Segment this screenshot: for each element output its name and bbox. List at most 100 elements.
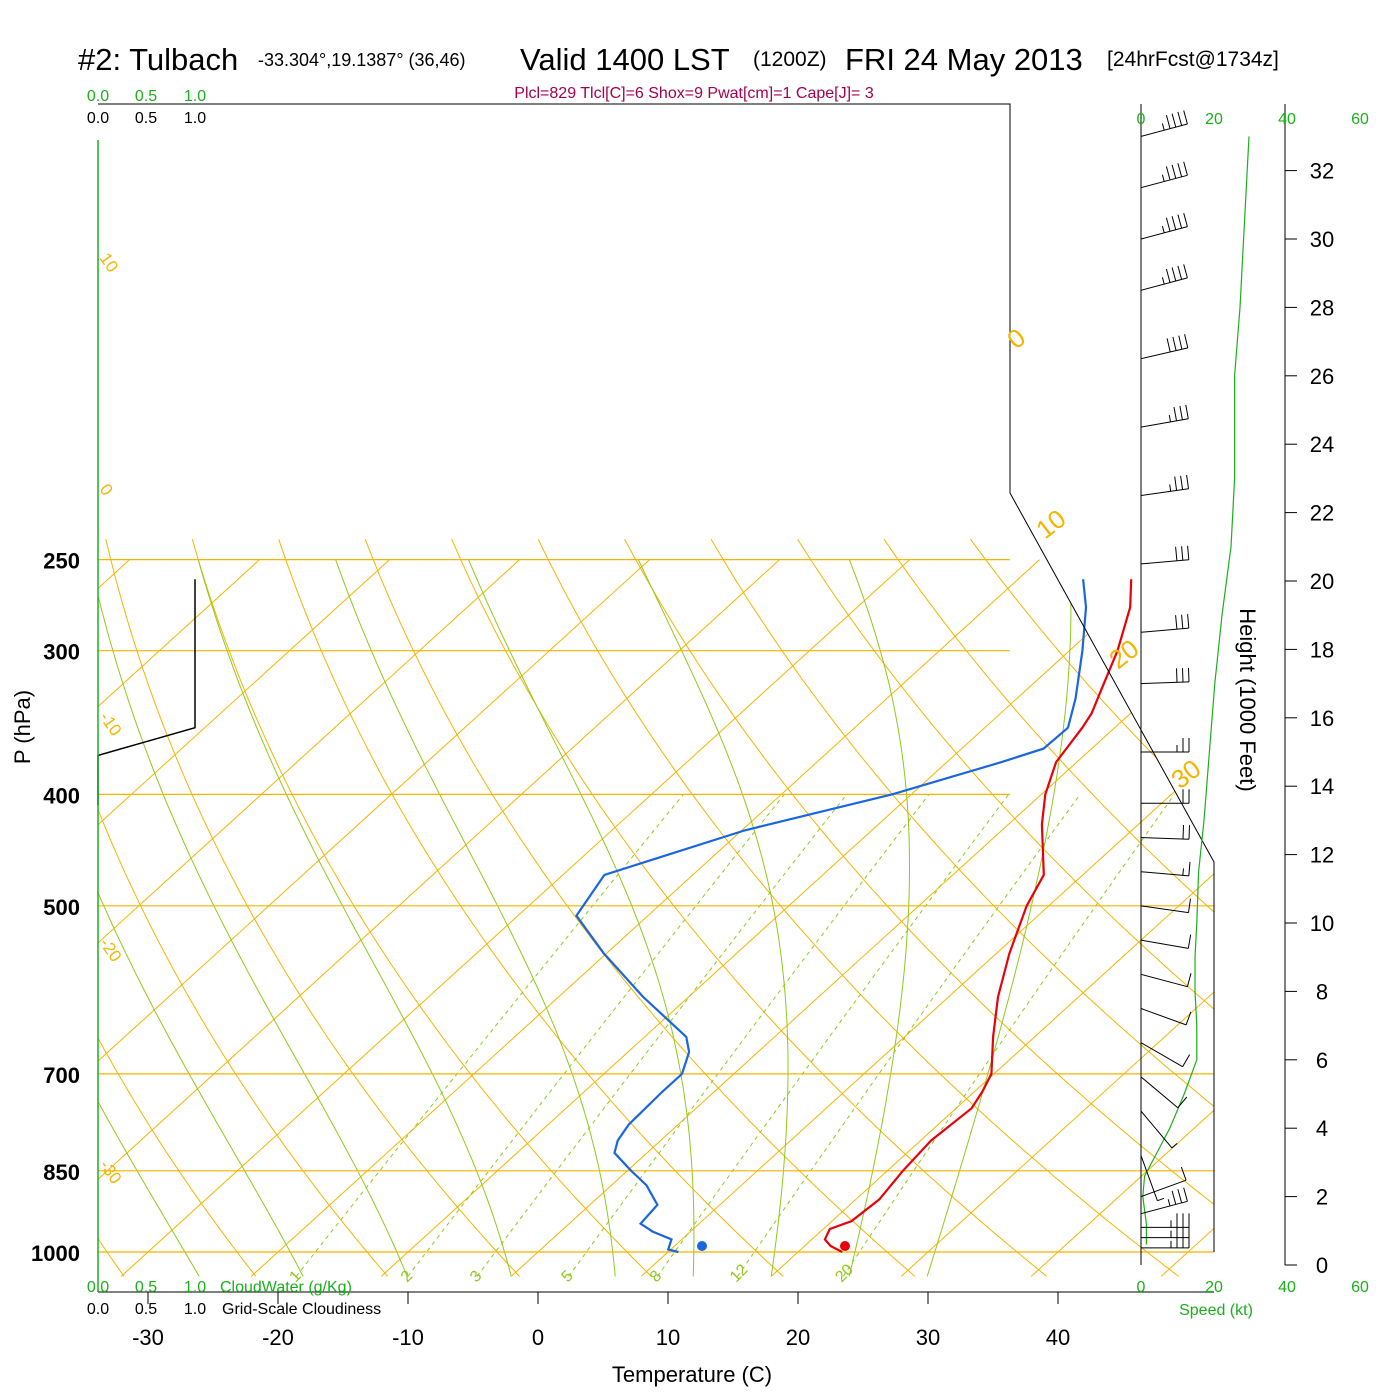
moist-adiabat	[468, 559, 695, 1277]
wind-tick-top: 20	[1205, 111, 1223, 128]
thermo-grid	[98, 538, 1214, 1277]
height-tick-label: 22	[1310, 501, 1334, 526]
wind-barb-flag	[1176, 668, 1178, 683]
wind-barb-flag	[1179, 405, 1183, 420]
height-tick-label: 6	[1316, 1048, 1328, 1073]
wind-barb-flag	[1183, 1187, 1188, 1202]
temperature-line	[823, 579, 1133, 1253]
cloudwater-label: CloudWater (g/Kg)	[220, 1279, 352, 1296]
p-tick-label: 700	[43, 1063, 80, 1088]
dry-adiabat	[624, 538, 1214, 1277]
isotherm-label: 0	[1001, 322, 1031, 355]
moist-adiabat	[98, 559, 408, 1277]
wind-barb-flag	[1171, 113, 1177, 128]
dry-adiabat	[105, 539, 520, 1277]
isotherm-label: 10	[1030, 503, 1071, 544]
wind-barb-flag	[1173, 407, 1177, 421]
mixing-ratio-label: 2	[398, 1267, 416, 1285]
cloudiness-profile	[97, 579, 196, 806]
y-axis-label: P (hPa)	[10, 690, 35, 764]
wind-barb-flag	[1183, 264, 1188, 279]
wind-barb-flag	[1182, 824, 1184, 840]
moist-adiabat	[197, 559, 512, 1277]
wind-barb-staff	[1140, 488, 1189, 496]
wind-panel	[1140, 104, 1297, 1266]
isotherm-line	[900, 559, 1214, 1277]
diagram-frame	[97, 103, 1215, 1304]
chart-text: #2: Tulbach -33.304°,19.1387° (36,46) Va…	[10, 42, 1369, 1387]
wind-barb-flag	[1175, 546, 1178, 561]
stability-indices: Plcl=829 Tlcl[C]=6 Shox=9 Pwat[cm]=1 Cap…	[514, 85, 874, 102]
height-tick-label: 0	[1316, 1253, 1328, 1278]
cloudwater-tick-top: 1.0	[184, 88, 206, 105]
mixing-ratio-label: 12	[727, 1261, 752, 1286]
height-tick-label: 18	[1310, 637, 1334, 662]
wind-barb-flag	[1178, 335, 1183, 350]
wind-barb-flag	[1165, 268, 1171, 283]
moist-adiabat	[335, 559, 616, 1277]
wind-barb-staff	[1140, 939, 1189, 949]
wind-barb-staff	[1140, 1042, 1183, 1068]
wind-barb	[1140, 545, 1190, 565]
dry-adiabat	[364, 539, 916, 1277]
dry-adiabat	[191, 539, 652, 1277]
isotherm-line	[770, 559, 1214, 1277]
wind-barb-flag	[1186, 474, 1189, 489]
cloudiness-tick-top: 1.0	[184, 110, 206, 127]
wind-barb	[1140, 161, 1188, 189]
wind-barb-flag	[1177, 111, 1183, 126]
moist-adiabat	[848, 559, 910, 1277]
dewpoint-line	[575, 579, 1088, 1254]
dry-adiabat	[710, 538, 1214, 1277]
wind-barb	[1140, 1213, 1190, 1228]
wind-barb-flag	[1187, 545, 1190, 560]
wind-barb-flag	[1157, 1197, 1165, 1202]
wind-barb	[1140, 110, 1188, 137]
wind-barb	[1140, 264, 1188, 291]
cloudiness-label: Grid-Scale Cloudiness	[222, 1301, 381, 1318]
cloudiness-tick-top: 0.5	[135, 110, 157, 127]
wind-barb-flag	[1171, 164, 1177, 179]
mixing-ratio-label: 5	[558, 1267, 576, 1285]
wind-barb-flag	[1183, 161, 1188, 176]
dry-adiabat	[537, 538, 1179, 1277]
x-tick-label: 30	[916, 1325, 940, 1350]
wind-barb	[1140, 1110, 1178, 1149]
wind-speed-label: Speed (kt)	[1179, 1302, 1253, 1319]
wind-barb-flag	[1186, 973, 1192, 987]
wind-barb-flag	[1188, 861, 1191, 876]
cloudwater-tick-bottom: 1.0	[184, 1279, 206, 1296]
dry-adiabat	[970, 538, 1214, 1277]
height-tick-label: 32	[1310, 159, 1334, 184]
height-tick-label: 4	[1316, 1116, 1328, 1141]
height-axis-label: Height (1000 Feet)	[1235, 608, 1260, 791]
wind-barb-flag	[1182, 1054, 1191, 1067]
wind-barb-flag	[1174, 476, 1178, 491]
wind-barb-flag	[1180, 475, 1184, 490]
isotherm-label: 30	[1165, 753, 1206, 794]
cloudiness-tick-bottom: 0.5	[135, 1301, 157, 1318]
wind-barb-flag	[1188, 667, 1190, 682]
p-tick-label: 400	[43, 783, 80, 808]
height-tick-label: 14	[1310, 774, 1334, 799]
dewpoint-surface-point	[697, 1241, 707, 1251]
mixing-ratio-label: 20	[832, 1261, 857, 1286]
isotherm-line	[98, 559, 650, 1277]
isotherm-line	[98, 559, 520, 1277]
x-tick-label: -10	[392, 1325, 424, 1350]
wind-barb-flag	[1187, 934, 1192, 949]
wind-speed-profile	[1142, 136, 1250, 1245]
moist-adiabat	[98, 579, 304, 1277]
title-forecast: [24hrFcst@1734z]	[1107, 48, 1279, 71]
mixing-ratio-line	[568, 794, 930, 1277]
cloudwater-tick-top: 0.0	[87, 88, 109, 105]
wind-barb-flag	[1183, 212, 1188, 227]
height-tick-label: 30	[1310, 227, 1334, 252]
wind-barb-flag	[1188, 898, 1191, 913]
wind-barb	[1141, 789, 1190, 804]
cloudwater-tick-bottom: 0.0	[87, 1279, 109, 1296]
wind-barb	[1140, 1076, 1188, 1109]
mixing-ratio-line	[476, 794, 848, 1277]
dry-adiabat	[1143, 538, 1214, 1277]
wind-barb-flag	[1171, 1143, 1178, 1149]
